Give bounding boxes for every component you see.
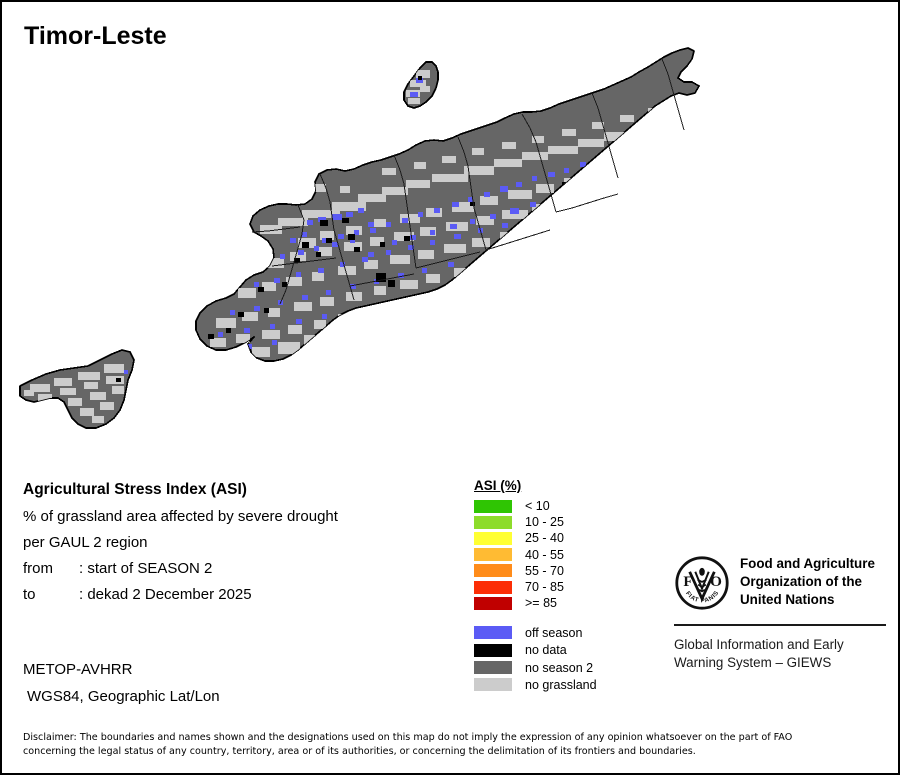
legend-label-off-season: off season bbox=[525, 625, 583, 640]
legend-spacer bbox=[474, 611, 597, 624]
page-title: Timor-Leste bbox=[24, 22, 167, 50]
legend-row[interactable]: no grassland bbox=[474, 676, 597, 693]
legend-row[interactable]: no data bbox=[474, 642, 597, 659]
legend-label-40-55: 40 - 55 bbox=[525, 547, 564, 562]
period-from-value: : start of SEASON 2 bbox=[79, 560, 213, 577]
period-to: to : dekad 2 December 2025 bbox=[23, 586, 453, 603]
disclaimer-line-1: Disclaimer: The boundaries and names sho… bbox=[23, 732, 793, 743]
legend-row[interactable]: >= 85 bbox=[474, 595, 597, 611]
legend-swatch-10-25 bbox=[474, 515, 512, 529]
disclaimer: Disclaimer: The boundaries and names sho… bbox=[23, 731, 883, 758]
description-line-2: per GAUL 2 region bbox=[23, 534, 148, 551]
legend-swatch-gte85 bbox=[474, 596, 512, 610]
legend-label-no-data: no data bbox=[525, 643, 567, 658]
legend-label-70-85: 70 - 85 bbox=[525, 580, 564, 595]
svg-text:F: F bbox=[683, 574, 692, 590]
map-canvas[interactable] bbox=[2, 42, 898, 442]
map-raster bbox=[19, 47, 700, 429]
legend-row[interactable]: < 10 bbox=[474, 498, 597, 514]
projection-label: WGS84, Geographic Lat/Lon bbox=[27, 688, 220, 705]
legend-row[interactable]: 70 - 85 bbox=[474, 579, 597, 595]
legend-row[interactable]: off season bbox=[474, 624, 597, 641]
legend: ASI (%) < 10 10 - 25 25 - 40 40 - 55 55 … bbox=[474, 478, 597, 694]
fao-divider bbox=[674, 624, 886, 626]
oecusse-exclave bbox=[19, 349, 135, 429]
legend-row[interactable]: no season 2 bbox=[474, 659, 597, 676]
legend-swatch-lt10 bbox=[474, 499, 512, 513]
legend-swatch-no-season-2 bbox=[474, 661, 512, 675]
legend-label-gte85: >= 85 bbox=[525, 596, 557, 611]
legend-label-25-40: 25 - 40 bbox=[525, 531, 564, 546]
legend-label-no-grassland: no grassland bbox=[525, 677, 597, 692]
legend-swatch-no-data bbox=[474, 643, 512, 657]
description-block: Agricultural Stress Index (ASI) % of gra… bbox=[23, 481, 453, 612]
period-to-label: to bbox=[23, 586, 36, 603]
fao-org-line-1: Food and Agriculture bbox=[740, 556, 875, 571]
legend-label-55-70: 55 - 70 bbox=[525, 563, 564, 578]
giews-line-1: Global Information and Early bbox=[674, 637, 844, 652]
admin-boundaries bbox=[251, 58, 685, 305]
period-from-label: from bbox=[23, 560, 53, 577]
legend-row[interactable]: 40 - 55 bbox=[474, 547, 597, 563]
legend-title: ASI (%) bbox=[474, 478, 522, 493]
disclaimer-line-2: concerning the legal status of any count… bbox=[23, 745, 696, 757]
atauro-island bbox=[403, 61, 439, 109]
legend-label-lt10: < 10 bbox=[525, 499, 550, 514]
fao-branding: F O FIAT PANIS Food and Agriculture Orga… bbox=[674, 555, 888, 672]
fao-organization-name: Food and Agriculture Organization of the… bbox=[740, 555, 875, 608]
giews-label: Global Information and Early Warning Sys… bbox=[674, 636, 888, 672]
legend-swatch-40-55 bbox=[474, 548, 512, 562]
legend-swatch-no-grassland bbox=[474, 678, 512, 692]
map-raster-cells bbox=[208, 101, 699, 357]
legend-swatch-55-70 bbox=[474, 564, 512, 578]
legend-row[interactable]: 25 - 40 bbox=[474, 530, 597, 546]
giews-line-2: Warning System – GIEWS bbox=[674, 655, 832, 671]
legend-swatch-off-season bbox=[474, 626, 512, 640]
source-block: METOP-AVHRR WGS84, Geographic Lat/Lon bbox=[23, 661, 220, 715]
legend-row[interactable]: 10 - 25 bbox=[474, 514, 597, 530]
legend-label-10-25: 10 - 25 bbox=[525, 515, 564, 530]
period-from: from : start of SEASON 2 bbox=[23, 560, 453, 577]
sensor-label: METOP-AVHRR bbox=[23, 661, 133, 678]
legend-swatch-70-85 bbox=[474, 580, 512, 594]
legend-label-no-season-2: no season 2 bbox=[525, 660, 594, 675]
fao-org-line-3: United Nations bbox=[740, 591, 835, 607]
legend-swatch-25-40 bbox=[474, 531, 512, 545]
svg-text:O: O bbox=[710, 574, 722, 590]
fao-logo-icon: F O FIAT PANIS bbox=[674, 555, 730, 611]
description-heading: Agricultural Stress Index (ASI) bbox=[23, 481, 247, 498]
legend-row[interactable]: 55 - 70 bbox=[474, 563, 597, 579]
description-line-1: % of grassland area affected by severe d… bbox=[23, 508, 338, 525]
main-island bbox=[195, 47, 700, 362]
fao-org-line-2: Organization of the bbox=[740, 573, 862, 589]
period-to-value: : dekad 2 December 2025 bbox=[79, 586, 252, 603]
